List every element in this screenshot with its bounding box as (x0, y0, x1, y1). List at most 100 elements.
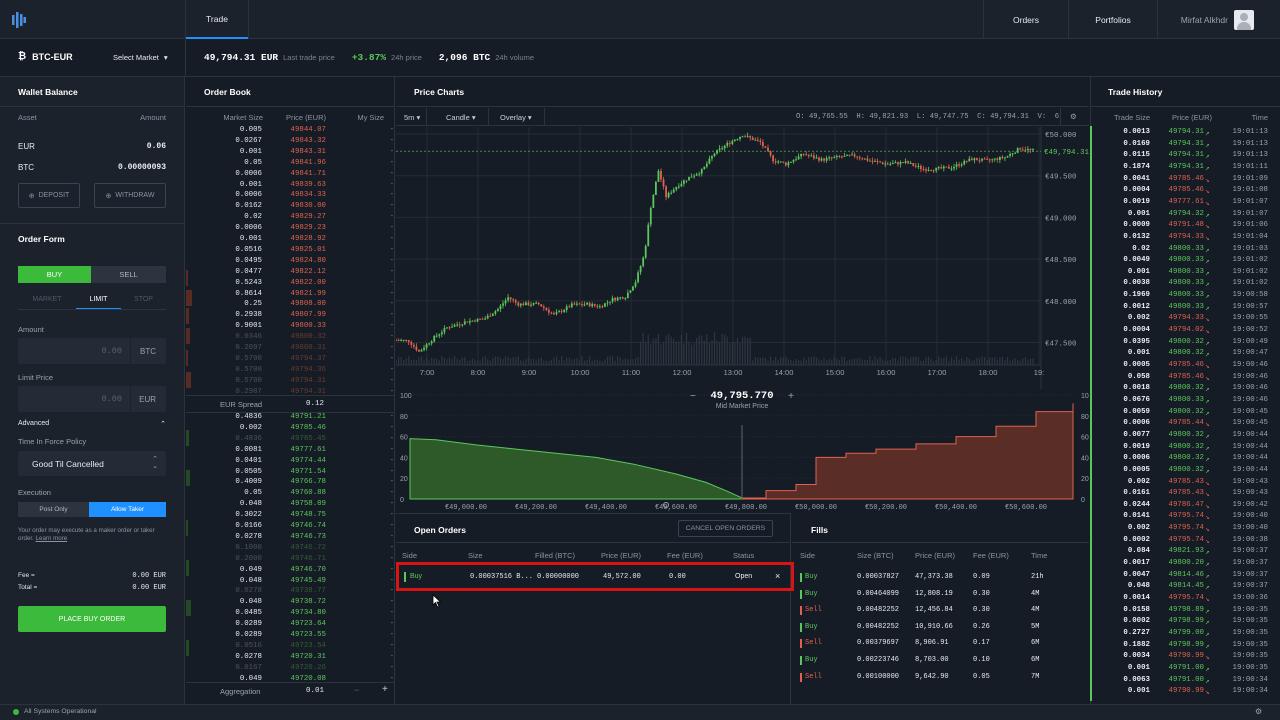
bid-row[interactable]: 0.4836 49785.45 - (196, 435, 394, 444)
bid-row[interactable]: 0.0278 49738.77 - (196, 587, 394, 596)
volume-bar (650, 344, 652, 365)
ask-row[interactable]: 0.0477 49822.12 - (196, 268, 394, 277)
bid-row[interactable]: 0.2000 49746.71 - (196, 555, 394, 564)
ask-row[interactable]: 0.001 49843.31 - (196, 148, 394, 157)
bid-row[interactable]: 0.0278 49720.31 - (196, 653, 394, 662)
ask-row[interactable]: 0.02 49829.27 - (196, 213, 394, 222)
ask-row[interactable]: 0.9001 49800.33 - (196, 322, 394, 331)
bid-row[interactable]: 0.0289 49723.55 - (196, 631, 394, 640)
ask-row[interactable]: 0.5700 49794.31 - (196, 377, 394, 386)
aggregation-decrease-icon[interactable]: − (354, 685, 360, 695)
bid-row[interactable]: 0.048 49738.72 - (196, 598, 394, 607)
ask-row[interactable]: 0.0162 49830.00 - (196, 202, 394, 211)
limit-price-input[interactable]: 0.00 EUR (18, 386, 166, 412)
order-book-panel (186, 77, 395, 704)
bid-row[interactable]: 0.0167 49720.26 - (196, 664, 394, 673)
ask-row[interactable]: 0.005 49844.07 - (196, 126, 394, 135)
volume-bar (899, 356, 902, 365)
ask-row[interactable]: 0.0006 49834.33 - (196, 191, 394, 200)
ask-row[interactable]: 0.8614 49821.99 - (196, 290, 394, 299)
cancel-open-orders-button[interactable]: CANCEL OPEN ORDERS (678, 520, 773, 537)
bid-row[interactable]: 0.049 49720.08 - (196, 675, 394, 684)
withdraw-button[interactable]: ⊕ WITHDRAW (94, 183, 166, 208)
bid-row[interactable]: 0.4009 49766.78 - (196, 478, 394, 487)
ask-row[interactable]: 0.0006 49829.23 - (196, 224, 394, 233)
ask-row[interactable]: 0.2097 49800.31 - (196, 344, 394, 353)
post-only-toggle[interactable]: Post Only (18, 502, 89, 517)
chart-style-select[interactable]: Candle ▾ (446, 113, 476, 122)
bid-row[interactable]: 0.048 49745.49 - (196, 577, 394, 586)
ask-row[interactable]: 0.2907 49794.31 - (196, 388, 394, 397)
bid-row[interactable]: 0.4836 49791.21 - (196, 413, 394, 422)
buy-toggle[interactable]: BUY (18, 266, 91, 283)
zoom-out-icon[interactable]: − (690, 391, 696, 402)
ask-row[interactable]: 0.0346 49800.32 - (196, 333, 394, 342)
trade-history-scrollbar[interactable] (1090, 126, 1092, 701)
advanced-toggle[interactable]: Advanced ⌃ (18, 420, 166, 428)
bid-row[interactable]: 0.0505 49771.54 - (196, 468, 394, 477)
bid-row[interactable]: 0.0278 49746.73 - (196, 533, 394, 542)
user-menu[interactable]: Mirfat Alkhdr (1158, 0, 1254, 39)
interval-select[interactable]: 5m ▾ (404, 113, 421, 122)
tab-limit[interactable]: LIMIT (76, 296, 121, 310)
ask-row[interactable]: 0.5700 49794.37 - (196, 355, 394, 364)
settings-gear-icon[interactable]: ⚙ (1070, 112, 1077, 121)
ask-row[interactable]: 0.05 49841.96 - (196, 159, 394, 168)
tab-trade[interactable]: Trade (186, 0, 248, 39)
tab-stop[interactable]: STOP (134, 296, 153, 303)
arrow-down-icon: ↘ (1205, 199, 1210, 208)
bid-row[interactable]: 0.0516 49723.54 - (196, 642, 394, 651)
allow-taker-toggle[interactable]: Allow Taker (89, 502, 166, 517)
candle-body (695, 174, 698, 176)
depth-y-label-right: 20 (1081, 476, 1089, 483)
ask-row[interactable]: 0.2938 49807.99 - (196, 311, 394, 320)
place-buy-order-button[interactable]: PLACE BUY ORDER (18, 606, 166, 632)
ask-row[interactable]: 0.5243 49822.00 - (196, 279, 394, 288)
open-order-row[interactable]: Buy 0.00037516 B... 0.00000000 49,572.00… (396, 562, 794, 591)
select-market-button[interactable]: Select Market ▾ (113, 53, 168, 62)
ask-row[interactable]: 0.0495 49824.80 - (196, 257, 394, 266)
bid-row[interactable]: 0.002 49785.46 - (196, 424, 394, 433)
bid-row[interactable]: 0.0166 49746.74 - (196, 522, 394, 531)
pair-selector[interactable]: ₿ BTC-EUR (18, 51, 73, 62)
depth-chart[interactable]: 100 100 80 80 60 60 40 40 20 20 0 0 €49,000.00 €49,20… (396, 389, 1089, 513)
nav-orders[interactable]: Orders (984, 0, 1068, 39)
bid-row[interactable]: 0.049 49746.70 - (196, 566, 394, 575)
ask-row[interactable]: 0.001 49828.92 - (196, 235, 394, 244)
bid-row[interactable]: 0.0289 49723.64 - (196, 620, 394, 629)
trade-size: 0.0676 (1123, 395, 1150, 404)
trade-time: 19:00:45 (1232, 419, 1268, 428)
bid-row[interactable]: 0.0401 49774.44 - (196, 457, 394, 466)
nav-portfolios[interactable]: Portfolios (1069, 0, 1157, 39)
ask-row[interactable]: 0.001 49839.63 - (196, 181, 394, 190)
bid-row[interactable]: 0.0081 49777.61 - (196, 446, 394, 455)
zoom-in-icon[interactable]: + (788, 391, 794, 402)
app-logo-icon[interactable] (0, 0, 38, 39)
status-settings-icon[interactable]: ⚙ (1255, 707, 1263, 716)
arrow-down-icon: ↘ (1205, 188, 1210, 197)
bid-row[interactable]: 0.1000 49746.72 - (196, 544, 394, 553)
cancel-order-icon[interactable]: × (775, 571, 781, 581)
ask-row[interactable]: 0.0006 49841.71 - (196, 170, 394, 179)
bid-row[interactable]: 0.3022 49748.75 - (196, 511, 394, 520)
sell-toggle[interactable]: SELL (91, 266, 166, 283)
overlay-select[interactable]: Overlay ▾ (500, 113, 532, 122)
candle-body (484, 318, 487, 320)
arrow-up-icon: ↗ (1205, 619, 1210, 628)
candle-body (792, 160, 795, 162)
bid-row[interactable]: 0.048 49758.09 - (196, 500, 394, 509)
amount-input[interactable]: 0.00 BTC (18, 338, 166, 364)
ask-row[interactable]: 0.0267 49843.32 - (196, 137, 394, 146)
tif-select[interactable]: Good Til Cancelled ⌃ ⌄ (18, 451, 166, 476)
tab-market[interactable]: MARKET (32, 296, 62, 303)
bid-row[interactable]: 0.05 49760.88 - (196, 489, 394, 498)
bid-row[interactable]: 0.0485 49734.80 - (196, 609, 394, 618)
ask-row[interactable]: 0.25 49808.00 - (196, 300, 394, 309)
fill-size: 0.00037827 (857, 573, 900, 581)
candlestick-chart[interactable]: €50.000 €49.500 €49.000 €48.500 €48.000 €47.5… (396, 127, 1089, 389)
ask-row[interactable]: 0.5700 49794.36 - (196, 366, 394, 375)
deposit-button[interactable]: ⊕ DEPOSIT (18, 183, 80, 208)
aggregation-increase-icon[interactable]: + (382, 684, 388, 695)
learn-more-link[interactable]: Learn more (35, 535, 68, 542)
ask-row[interactable]: 0.0516 49825.01 - (196, 246, 394, 255)
